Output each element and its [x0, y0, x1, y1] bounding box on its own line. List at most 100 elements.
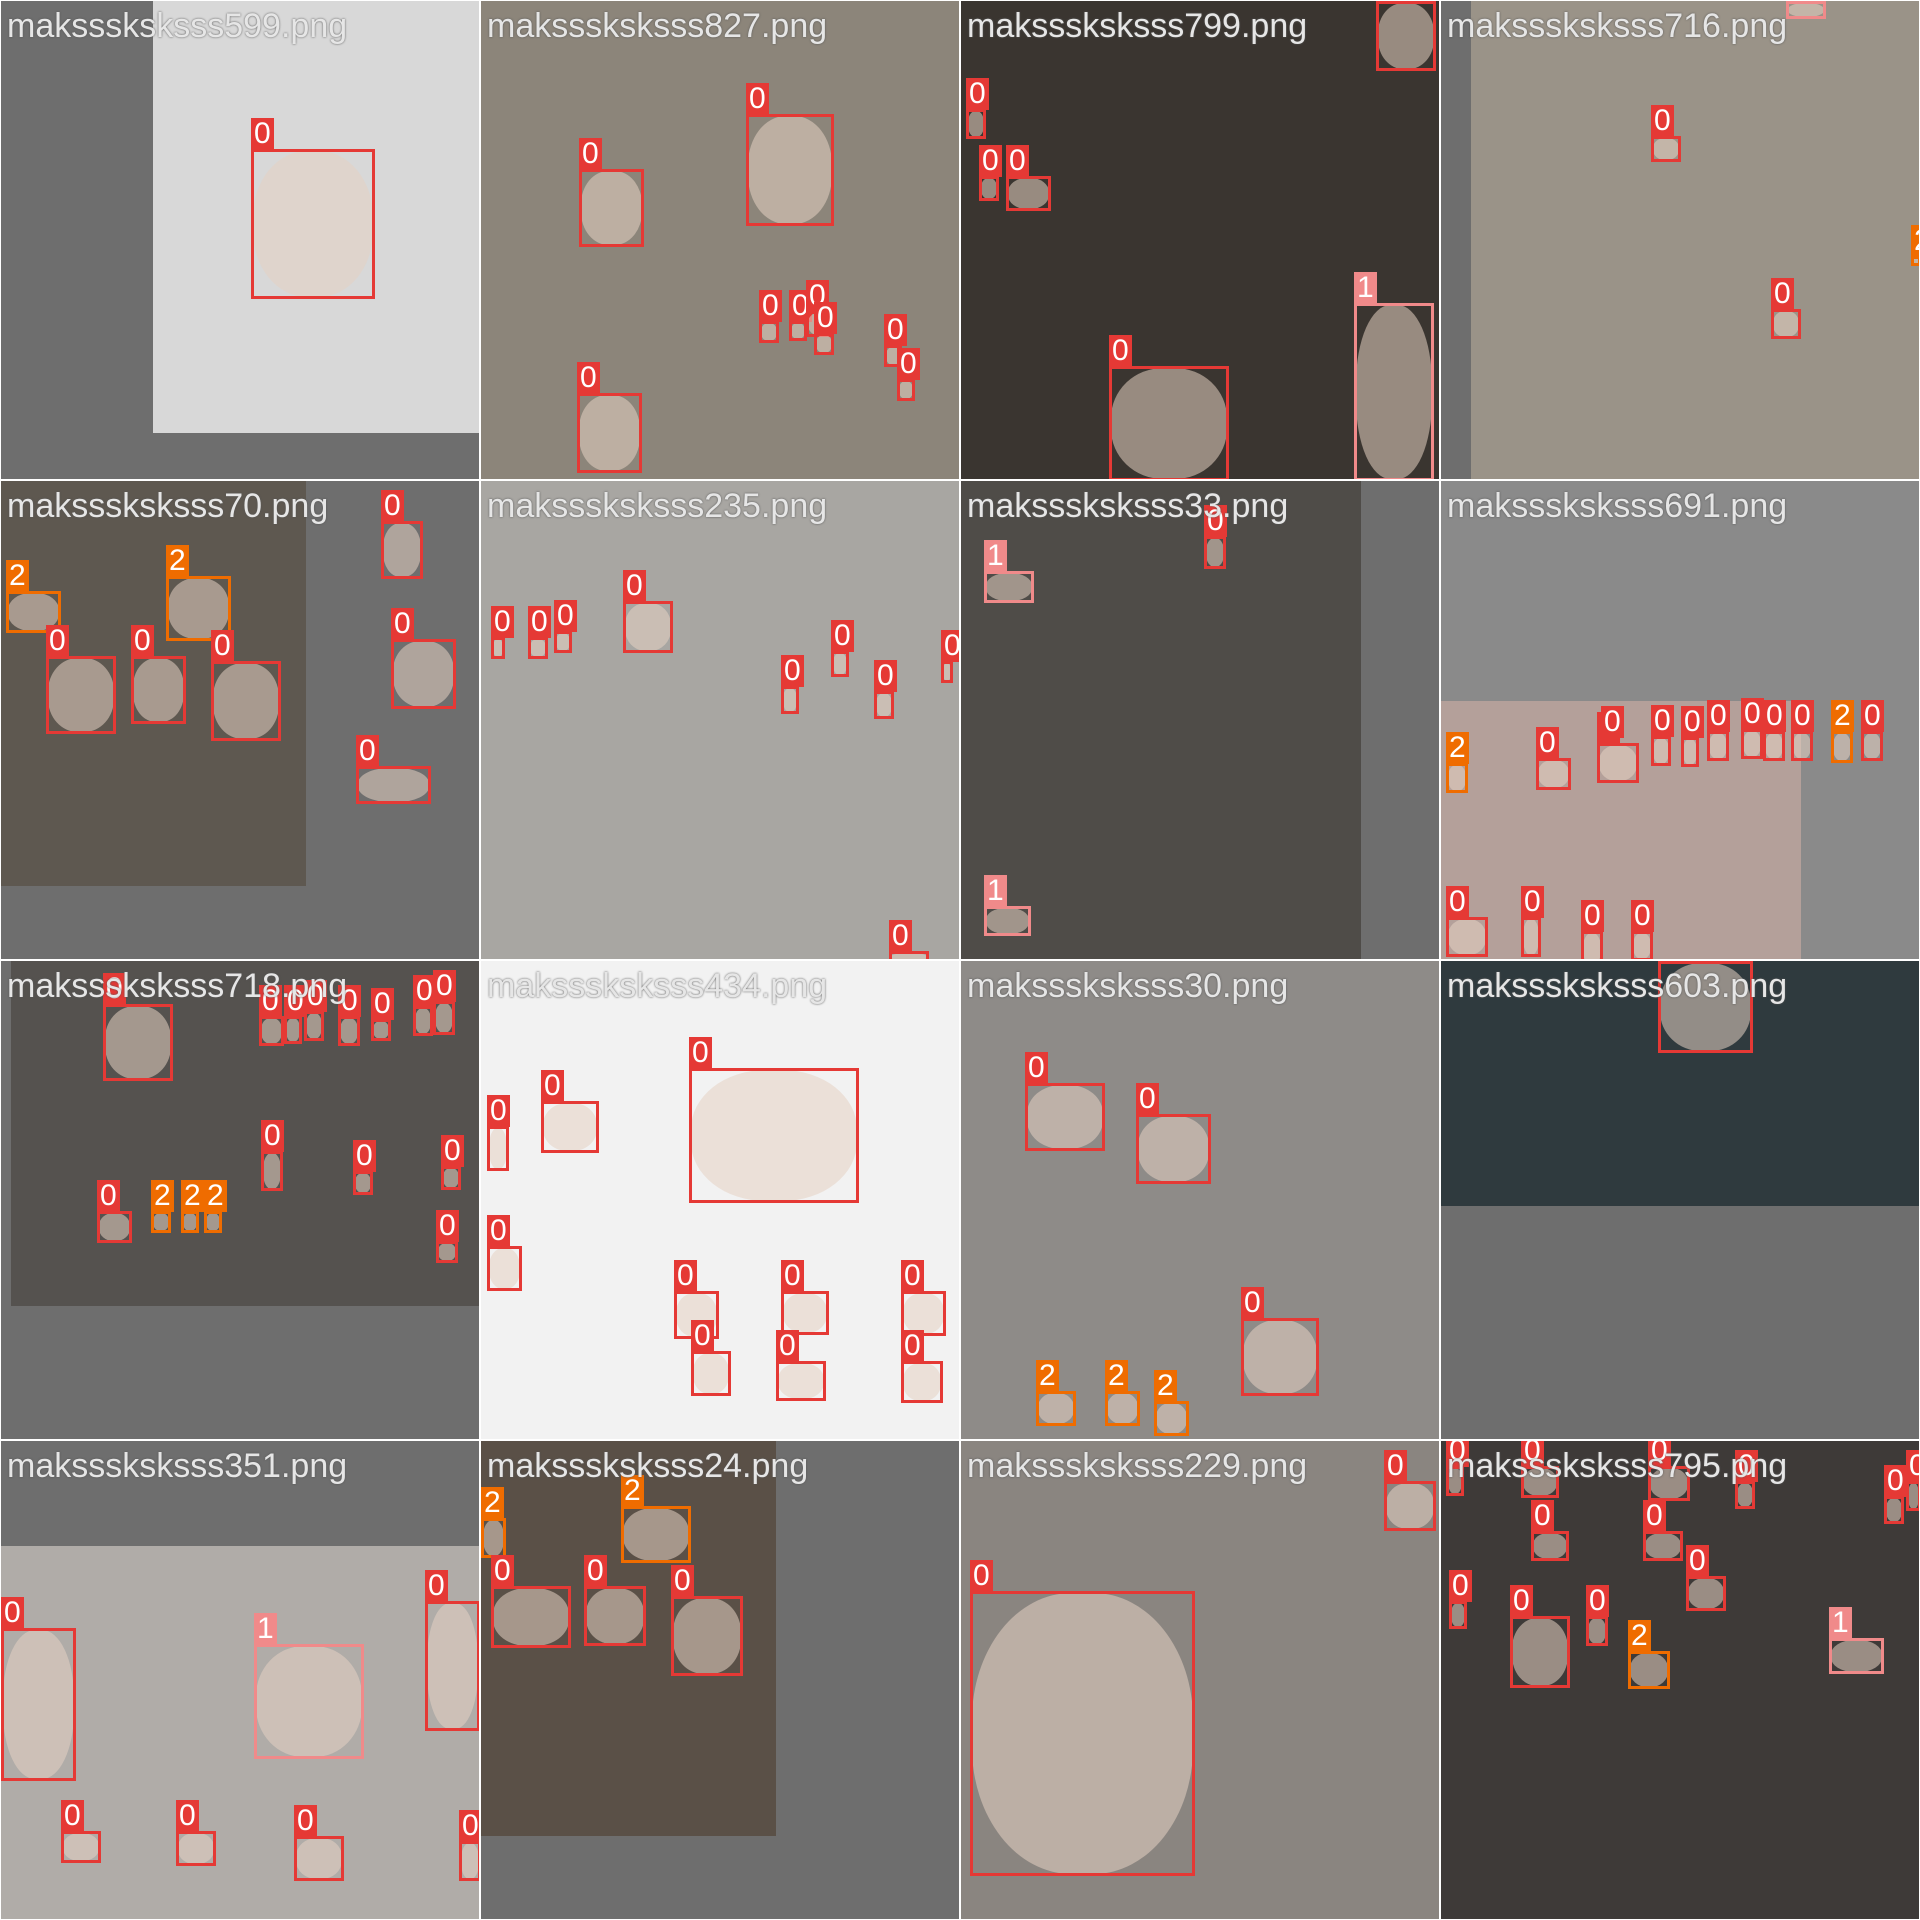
bounding-box: 0 — [284, 985, 307, 1044]
bounding-box: 0 — [1109, 335, 1229, 479]
class-label: 0 — [1631, 900, 1654, 932]
bounding-box: 2 — [1831, 700, 1854, 763]
class-label: 2 — [481, 1487, 504, 1519]
bounding-box: 0 — [1241, 1287, 1319, 1396]
bounding-box: 0 — [541, 1070, 599, 1153]
class-label: 0 — [966, 78, 989, 110]
class-label: 0 — [831, 620, 854, 652]
class-label: 0 — [425, 1570, 448, 1602]
face-region — [1038, 1393, 1074, 1424]
bounding-box: 0 — [1376, 1, 1436, 71]
mosaic-tile: 00000000000210maksssksksss795.png — [1440, 1440, 1920, 1920]
face-region — [833, 653, 847, 675]
bounding-box: 1 — [1354, 272, 1434, 479]
class-label: 0 — [901, 1260, 924, 1292]
face-region — [1533, 1533, 1567, 1559]
face-region — [340, 1018, 358, 1044]
class-label: 0 — [261, 1120, 284, 1152]
face-region — [981, 178, 997, 199]
bounding-box: 0 — [261, 1120, 284, 1191]
bounding-box: 0 — [131, 625, 186, 724]
bounding-box: 2 — [1628, 1620, 1670, 1689]
bounding-box: 2 — [181, 1180, 204, 1233]
face-region — [355, 1173, 371, 1193]
face-region — [579, 395, 640, 471]
face-region — [1737, 1483, 1753, 1507]
face-region — [1378, 3, 1434, 69]
class-label: 0 — [776, 1330, 799, 1362]
class-label: 0 — [381, 490, 404, 522]
bounding-box: 0 — [1510, 1585, 1570, 1688]
face-region — [886, 347, 900, 365]
face-region — [253, 151, 373, 297]
bounding-box: 0 — [1601, 706, 1624, 743]
face-region — [393, 641, 454, 707]
bounding-box: 0 — [211, 630, 281, 741]
face-region — [1027, 1085, 1103, 1149]
class-label: 0 — [781, 655, 804, 687]
class-label: 0 — [97, 1180, 120, 1212]
class-label: 0 — [759, 290, 782, 322]
face-region — [286, 1018, 300, 1042]
bounding-box: 0 — [623, 570, 673, 653]
class-label: 2 — [181, 1180, 204, 1212]
class-label: 0 — [691, 1320, 714, 1352]
bounding-box: 2 — [1154, 1370, 1189, 1436]
bounding-box: 1 — [984, 875, 1031, 936]
class-label: 0 — [371, 988, 394, 1020]
face-region — [1583, 933, 1601, 959]
bounding-box: 0 — [413, 975, 436, 1036]
bounding-box: 0 — [1631, 900, 1654, 959]
bounding-box: 0 — [1446, 886, 1488, 957]
face-region — [791, 323, 805, 339]
class-label: 0 — [391, 608, 414, 640]
class-label: 0 — [671, 1565, 694, 1597]
class-label: 0 — [884, 314, 907, 346]
bounding-box: 1 — [984, 540, 1034, 603]
bounding-box: 0 — [103, 973, 173, 1081]
bounding-box: 0 — [97, 1180, 132, 1243]
class-label: 0 — [554, 600, 577, 632]
class-label: 0 — [1763, 700, 1786, 732]
bounding-box: 0 — [491, 606, 514, 659]
face-region — [133, 658, 184, 722]
face-region — [816, 335, 832, 353]
bounding-box: 2 — [481, 1487, 506, 1558]
class-label: 0 — [294, 1805, 317, 1837]
class-label: 0 — [259, 985, 282, 1017]
bounding-box: 0 — [897, 348, 920, 401]
face-region — [1448, 919, 1486, 955]
class-label: 0 — [528, 606, 551, 638]
face-region — [1660, 963, 1751, 1051]
face-region — [373, 1021, 389, 1039]
bounding-box: 0 — [1861, 700, 1884, 761]
class-label: 2 — [166, 545, 189, 577]
bounding-box: 0 — [356, 735, 431, 804]
face-region — [1886, 1498, 1902, 1522]
bounding-box: 0 — [1651, 105, 1681, 162]
face-region — [1709, 733, 1727, 759]
class-label: 0 — [897, 348, 920, 380]
face-region — [489, 1248, 520, 1289]
class-label: 0 — [353, 1140, 376, 1172]
class-label: 0 — [1651, 105, 1674, 137]
bounding-box: 0 — [1449, 1570, 1472, 1629]
bounding-box: 0 — [433, 970, 456, 1035]
class-label: 0 — [577, 362, 600, 394]
face-region — [876, 693, 892, 717]
class-label: 2 — [1036, 1360, 1059, 1392]
face-region — [1448, 1468, 1462, 1494]
image-patch — [481, 481, 959, 959]
bounding-box: 2 — [1911, 225, 1919, 266]
face-region — [1451, 1603, 1465, 1627]
class-label: 0 — [623, 570, 646, 602]
face-region — [1773, 311, 1799, 337]
bounding-box: 0 — [979, 145, 1002, 201]
face-region — [783, 688, 797, 712]
bounding-box: 2 — [6, 560, 61, 633]
bounding-box: 2 — [1105, 1360, 1140, 1426]
face-region — [1683, 739, 1697, 765]
bounding-box: 0 — [436, 1210, 459, 1263]
bounding-box: 0 — [1741, 698, 1764, 759]
face-region — [48, 658, 114, 732]
